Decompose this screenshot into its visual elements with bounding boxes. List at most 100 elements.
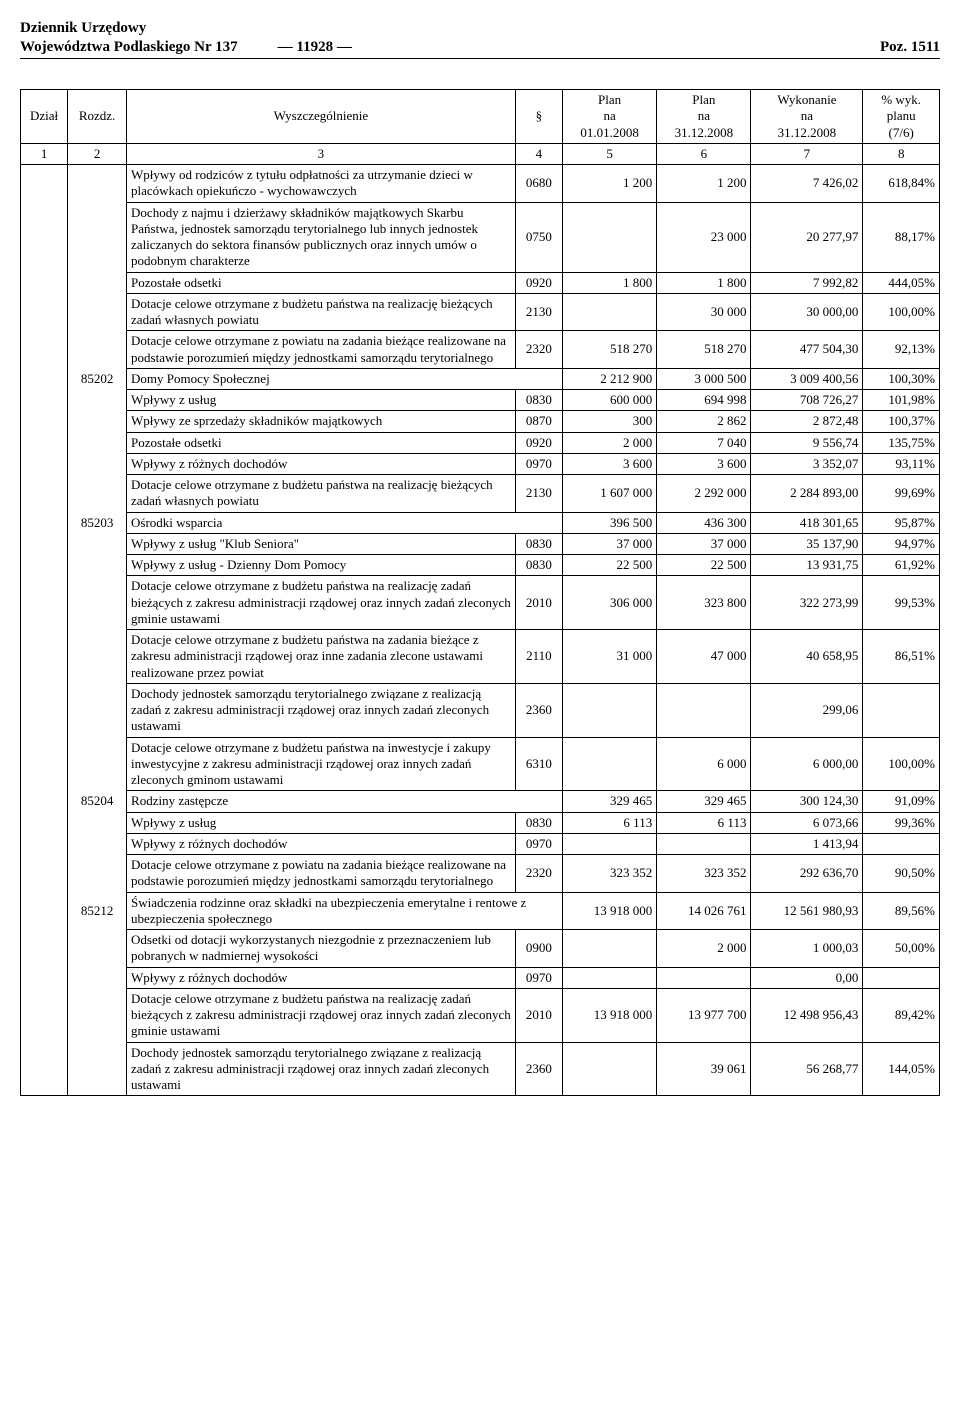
- cell-description: Wpływy od rodziców z tytułu odpłatności …: [127, 165, 516, 203]
- table-row: Wpływy z usług0830600 000694 998708 726,…: [21, 390, 940, 411]
- cell-plan2: 30 000: [657, 293, 751, 331]
- cell-description: Dotacje celowe otrzymane z budżetu państ…: [127, 293, 516, 331]
- colnum-8: 8: [863, 143, 940, 164]
- cell-wyk: 300 124,30: [751, 791, 863, 812]
- cell-plan1: 518 270: [562, 331, 656, 369]
- cell-paragraph: 2130: [515, 475, 562, 513]
- cell-paragraph: 0830: [515, 390, 562, 411]
- cell-wyk: 299,06: [751, 683, 863, 737]
- cell-plan1: 22 500: [562, 555, 656, 576]
- header-line: Województwa Podlaskiego Nr 137 — 11928 —…: [20, 39, 940, 59]
- cell-rozdz: [68, 737, 127, 791]
- cell-dzial: [21, 453, 68, 474]
- cell-plan2: 329 465: [657, 791, 751, 812]
- table-row: Wpływy z różnych dochodów09703 6003 6003…: [21, 453, 940, 474]
- col-rozdz: Rozdz.: [68, 90, 127, 144]
- cell-plan1: [562, 293, 656, 331]
- cell-plan2: 37 000: [657, 533, 751, 554]
- cell-dzial: [21, 390, 68, 411]
- cell-description: Wpływy z usług: [127, 812, 516, 833]
- cell-rozdz: [68, 1042, 127, 1096]
- cell-wyk: 418 301,65: [751, 512, 863, 533]
- cell-dzial: [21, 512, 68, 533]
- cell-pct: 91,09%: [863, 791, 940, 812]
- cell-plan2: 7 040: [657, 432, 751, 453]
- cell-paragraph: 0680: [515, 165, 562, 203]
- cell-description: Odsetki od dotacji wykorzystanych niezgo…: [127, 930, 516, 968]
- cell-wyk: 12 561 980,93: [751, 892, 863, 930]
- cell-plan1: [562, 683, 656, 737]
- cell-dzial: [21, 293, 68, 331]
- cell-plan2: 14 026 761: [657, 892, 751, 930]
- cell-dzial: [21, 533, 68, 554]
- cell-plan1: 3 600: [562, 453, 656, 474]
- cell-pct: [863, 683, 940, 737]
- col-pct: % wyk. planu (7/6): [863, 90, 940, 144]
- cell-pct: 90,50%: [863, 855, 940, 893]
- cell-rozdz: 85212: [68, 892, 127, 930]
- cell-pct: 99,53%: [863, 576, 940, 630]
- cell-plan2: 6 000: [657, 737, 751, 791]
- cell-dzial: [21, 791, 68, 812]
- table-row: Dochody jednostek samorządu terytorialne…: [21, 683, 940, 737]
- cell-pct: 95,87%: [863, 512, 940, 533]
- cell-plan2: [657, 833, 751, 854]
- cell-rozdz: [68, 165, 127, 203]
- cell-rozdz: [68, 331, 127, 369]
- cell-plan1: 323 352: [562, 855, 656, 893]
- cell-dzial: [21, 475, 68, 513]
- cell-wyk: 292 636,70: [751, 855, 863, 893]
- cell-wyk: 7 426,02: [751, 165, 863, 203]
- colnum-3: 3: [127, 143, 516, 164]
- cell-pct: 618,84%: [863, 165, 940, 203]
- cell-pct: 50,00%: [863, 930, 940, 968]
- cell-pct: 101,98%: [863, 390, 940, 411]
- table-row: Dotacje celowe otrzymane z budżetu państ…: [21, 293, 940, 331]
- cell-pct: 89,42%: [863, 988, 940, 1042]
- cell-pct: 100,37%: [863, 411, 940, 432]
- cell-wyk: 7 992,82: [751, 272, 863, 293]
- cell-pct: 444,05%: [863, 272, 940, 293]
- cell-paragraph: 2360: [515, 683, 562, 737]
- colnum-2: 2: [68, 143, 127, 164]
- header-row: Dział Rozdz. Wyszczególnienie § Plan na …: [21, 90, 940, 144]
- cell-description: Wpływy z usług - Dzienny Dom Pomocy: [127, 555, 516, 576]
- cell-wyk: 6 000,00: [751, 737, 863, 791]
- cell-dzial: [21, 1042, 68, 1096]
- cell-pct: 99,36%: [863, 812, 940, 833]
- cell-plan2: 323 352: [657, 855, 751, 893]
- cell-plan2: 2 000: [657, 930, 751, 968]
- table-row: 85202Domy Pomocy Społecznej2 212 9003 00…: [21, 368, 940, 389]
- number-row: 1 2 3 4 5 6 7 8: [21, 143, 940, 164]
- cell-rozdz: [68, 855, 127, 893]
- cell-pct: 92,13%: [863, 331, 940, 369]
- cell-rozdz: [68, 555, 127, 576]
- cell-paragraph: 2130: [515, 293, 562, 331]
- cell-dzial: [21, 892, 68, 930]
- cell-plan2: 13 977 700: [657, 988, 751, 1042]
- journal-title: Dziennik Urzędowy: [20, 20, 940, 37]
- cell-wyk: 13 931,75: [751, 555, 863, 576]
- colnum-1: 1: [21, 143, 68, 164]
- cell-plan2: 518 270: [657, 331, 751, 369]
- cell-rozdz: [68, 683, 127, 737]
- cell-wyk: 40 658,95: [751, 630, 863, 684]
- cell-plan1: [562, 737, 656, 791]
- colnum-6: 6: [657, 143, 751, 164]
- cell-description: Rodziny zastępcze: [127, 791, 563, 812]
- cell-wyk: 477 504,30: [751, 331, 863, 369]
- cell-dzial: [21, 930, 68, 968]
- colnum-5: 5: [562, 143, 656, 164]
- cell-plan1: [562, 202, 656, 272]
- cell-plan2: 1 800: [657, 272, 751, 293]
- cell-dzial: [21, 833, 68, 854]
- cell-paragraph: 0750: [515, 202, 562, 272]
- cell-rozdz: [68, 272, 127, 293]
- cell-plan1: 1 200: [562, 165, 656, 203]
- cell-plan1: [562, 967, 656, 988]
- cell-description: Dochody jednostek samorządu terytorialne…: [127, 683, 516, 737]
- table-row: Dotacje celowe otrzymane z budżetu państ…: [21, 988, 940, 1042]
- cell-plan1: 6 113: [562, 812, 656, 833]
- cell-wyk: 322 273,99: [751, 576, 863, 630]
- cell-pct: 61,92%: [863, 555, 940, 576]
